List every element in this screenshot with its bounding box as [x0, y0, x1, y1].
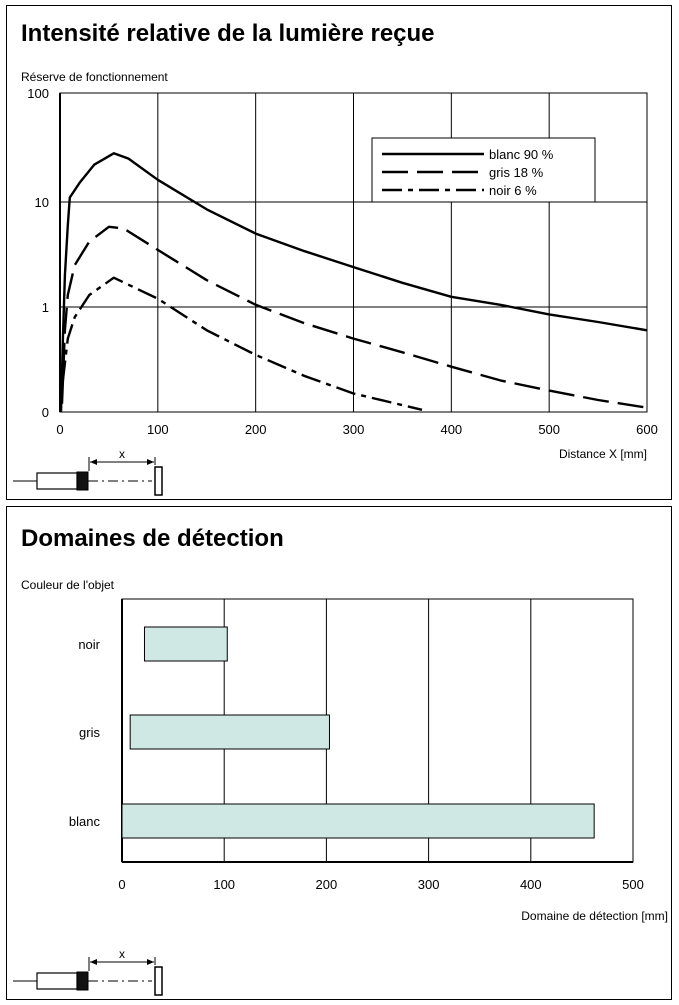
x-tick-label: 300	[343, 422, 365, 437]
y-tick-label: 10	[35, 195, 49, 210]
x-tick-label: 600	[636, 422, 658, 437]
dimension-label: x	[119, 447, 125, 461]
y-axis-label: Réserve de fonctionnement	[21, 70, 168, 84]
x-tick-label: 0	[118, 877, 125, 892]
y-tick-label: 100	[27, 86, 49, 101]
category-label: blanc	[69, 814, 101, 829]
sensor-body	[36, 472, 78, 490]
dimension-label: x	[119, 947, 125, 961]
dimension-arrow-left	[90, 959, 97, 965]
x-tick-label: 200	[245, 422, 267, 437]
x-tick-label: 0	[56, 422, 63, 437]
x-tick-label: 100	[147, 422, 169, 437]
target-object	[154, 466, 163, 496]
x-axis-label: Distance X [mm]	[559, 447, 647, 461]
light-intensity-panel: Intensité relative de la lumière reçue R…	[6, 5, 672, 500]
legend-label: noir 6 %	[489, 183, 537, 198]
category-label: gris	[79, 725, 100, 740]
sensor-diagram: x	[13, 947, 163, 996]
x-tick-label: 500	[622, 877, 644, 892]
detection-range-panel: Domaines de détection Couleur de l'objet…	[6, 506, 672, 1000]
sensor-lens	[76, 971, 89, 991]
series-line-2	[60, 225, 648, 409]
y-tick-label: 1	[42, 300, 49, 315]
x-tick-label: 500	[538, 422, 560, 437]
legend-label: gris 18 %	[489, 165, 544, 180]
light-intensity-title: Intensité relative de la lumière reçue	[21, 20, 435, 47]
dimension-arrow-left	[90, 459, 97, 465]
series-line-1	[59, 152, 648, 413]
dimension-arrow-right	[147, 459, 154, 465]
detection-range-chart: Couleur de l'objet 0 100 200 300 400 500 Domain…	[13, 578, 668, 996]
category-label: noir	[78, 637, 100, 652]
x-axis-label: Domaine de détection [mm]	[521, 909, 668, 923]
legend-box	[371, 137, 596, 203]
bar-noir	[143, 626, 228, 662]
x-tick-label: 100	[213, 877, 235, 892]
target-object	[154, 966, 163, 996]
y-tick-label: 0	[42, 405, 49, 420]
sensor-body	[36, 972, 78, 990]
bar-gris	[129, 714, 330, 750]
bar-blanc	[121, 803, 595, 839]
sensor-diagram: x	[13, 447, 163, 496]
x-tick-label: 400	[440, 422, 462, 437]
sensor-lens	[76, 471, 89, 491]
legend-label: blanc 90 %	[489, 147, 554, 162]
detection-range-title: Domaines de détection	[21, 525, 284, 552]
x-tick-label: 300	[418, 877, 440, 892]
dimension-arrow-right	[147, 959, 154, 965]
legend: blanc 90 % gris 18 % noir 6 %	[371, 137, 596, 203]
x-tick-label: 200	[316, 877, 338, 892]
y-axis-label: Couleur de l'objet	[21, 578, 115, 592]
x-tick-label: 400	[520, 877, 542, 892]
